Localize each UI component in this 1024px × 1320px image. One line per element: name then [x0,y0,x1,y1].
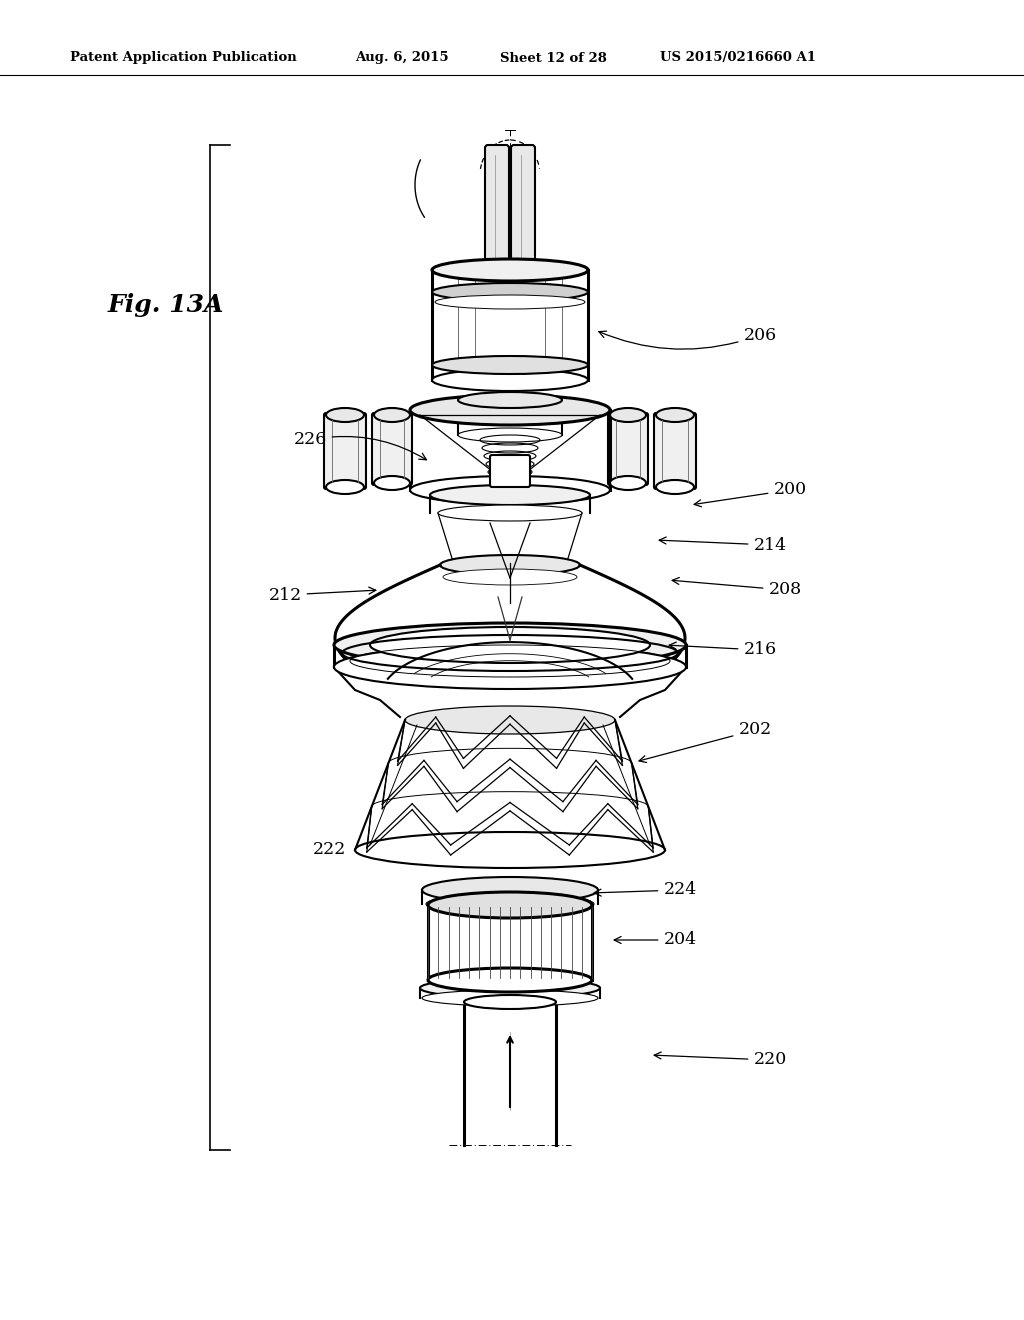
Ellipse shape [426,894,594,913]
FancyBboxPatch shape [654,413,696,488]
Text: Sheet 12 of 28: Sheet 12 of 28 [500,51,607,65]
Ellipse shape [422,990,598,1006]
Ellipse shape [420,978,600,998]
Text: 202: 202 [639,722,772,763]
FancyBboxPatch shape [490,455,530,487]
Ellipse shape [430,484,590,506]
Ellipse shape [440,554,580,576]
Ellipse shape [406,706,615,734]
Ellipse shape [443,569,577,585]
Ellipse shape [656,480,694,494]
Text: 224: 224 [594,882,696,899]
Ellipse shape [326,480,364,494]
Ellipse shape [432,259,588,281]
Text: 220: 220 [654,1052,786,1068]
Ellipse shape [432,370,588,391]
FancyBboxPatch shape [485,145,509,271]
Text: 212: 212 [268,586,376,603]
Ellipse shape [458,428,562,442]
Ellipse shape [464,995,556,1008]
Ellipse shape [370,627,650,663]
Text: 214: 214 [659,536,786,553]
Ellipse shape [458,392,562,408]
Ellipse shape [610,477,646,490]
Ellipse shape [656,408,694,422]
Text: Aug. 6, 2015: Aug. 6, 2015 [355,51,449,65]
Ellipse shape [432,356,588,374]
Ellipse shape [422,876,598,903]
Ellipse shape [374,408,410,422]
FancyBboxPatch shape [511,145,535,271]
Ellipse shape [410,477,610,504]
Ellipse shape [355,832,665,869]
Ellipse shape [410,395,610,425]
FancyBboxPatch shape [372,413,412,484]
Ellipse shape [334,623,686,667]
FancyBboxPatch shape [324,413,366,488]
Text: 200: 200 [694,482,807,507]
Ellipse shape [438,506,582,521]
Ellipse shape [334,645,686,689]
Text: Patent Application Publication: Patent Application Publication [70,51,297,65]
Ellipse shape [432,282,588,301]
Text: 210: 210 [479,631,511,648]
Text: 226: 226 [293,432,426,459]
Ellipse shape [374,477,410,490]
Ellipse shape [428,968,592,993]
Text: 222: 222 [313,842,347,858]
Text: 208: 208 [672,577,802,598]
Text: 206: 206 [599,326,776,350]
Text: US 2015/0216660 A1: US 2015/0216660 A1 [660,51,816,65]
Text: 204: 204 [614,932,696,949]
Text: 216: 216 [669,642,776,659]
Ellipse shape [428,892,592,917]
Ellipse shape [610,408,646,422]
Text: Fig. 13A: Fig. 13A [108,293,224,317]
FancyBboxPatch shape [608,413,648,484]
Ellipse shape [326,408,364,422]
Ellipse shape [435,294,585,309]
